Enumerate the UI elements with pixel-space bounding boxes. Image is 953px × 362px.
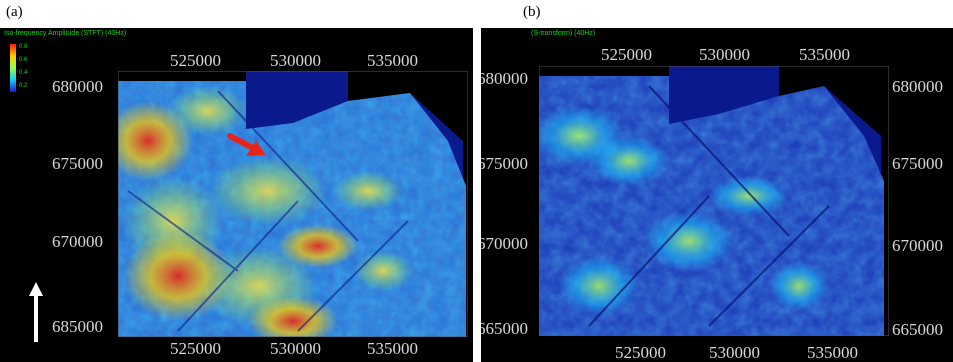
left-tick: 685000 bbox=[52, 317, 103, 336]
left-tick: 675000 bbox=[52, 154, 103, 173]
bottom-tick: 535000 bbox=[807, 343, 858, 362]
top-tick: 530000 bbox=[699, 45, 750, 64]
bottom-tick: 530000 bbox=[270, 339, 321, 358]
bottom-tick: 525000 bbox=[615, 343, 666, 362]
panel-a-label: (a) bbox=[6, 4, 23, 20]
legend-label: 0.6 bbox=[19, 57, 28, 63]
legend-label: 0.8 bbox=[19, 44, 28, 50]
top-tick: 525000 bbox=[170, 51, 221, 70]
top-tick: 530000 bbox=[270, 51, 321, 70]
panel-a-stft-map: Iso-frequency Amplitude (STFT) (40Hz) 0.… bbox=[0, 28, 473, 362]
bottom-tick: 530000 bbox=[709, 343, 760, 362]
left-tick: 675000 bbox=[481, 154, 528, 173]
panel-b-label: (b) bbox=[523, 4, 541, 20]
right-tick: 665000 bbox=[892, 320, 943, 339]
top-tick: 535000 bbox=[799, 45, 850, 64]
bottom-tick: 535000 bbox=[367, 339, 418, 358]
left-tick: 680000 bbox=[52, 77, 103, 96]
bottom-tick: 525000 bbox=[170, 339, 221, 358]
left-tick: 665000 bbox=[481, 319, 528, 338]
stransform-amplitude-map bbox=[539, 66, 889, 336]
panel-b-stransform-map: (S-transform) (40Hz) 525000 530000 53500… bbox=[481, 28, 953, 362]
stft-amplitude-map bbox=[118, 71, 468, 337]
left-tick: 670000 bbox=[52, 232, 103, 251]
amplitude-legend: 0.8 0.6 0.4 0.2 bbox=[10, 44, 44, 96]
legend-colorbar bbox=[10, 44, 16, 92]
legend-label: 0.2 bbox=[19, 83, 28, 89]
north-arrow-icon bbox=[28, 282, 44, 347]
right-tick: 680000 bbox=[892, 77, 943, 96]
panel-b-header: (S-transform) (40Hz) bbox=[531, 30, 596, 37]
panel-a-header: Iso-frequency Amplitude (STFT) (40Hz) bbox=[4, 30, 127, 37]
top-tick: 525000 bbox=[601, 45, 652, 64]
top-tick: 535000 bbox=[367, 51, 418, 70]
red-arrow-icon bbox=[227, 133, 266, 156]
right-tick: 675000 bbox=[892, 154, 943, 173]
legend-label: 0.4 bbox=[19, 70, 28, 76]
right-tick: 670000 bbox=[892, 236, 943, 255]
left-tick: 670000 bbox=[481, 234, 528, 253]
left-tick: 680000 bbox=[481, 69, 528, 88]
